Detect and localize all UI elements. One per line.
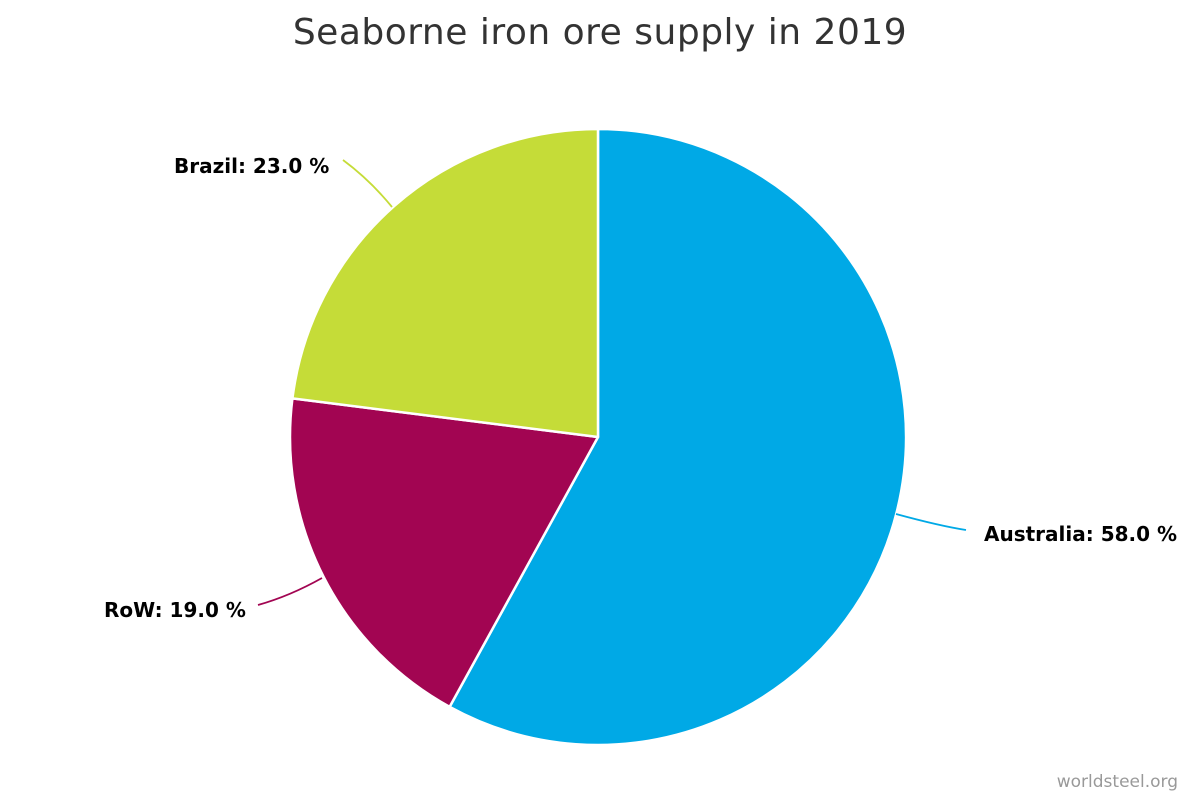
label-connectors bbox=[257, 159, 967, 606]
slice-label-australia: Australia: 58.0 % bbox=[984, 522, 1177, 546]
slice-labels: Australia: 58.0 % RoW: 19.0 % Brazil: 23.0… bbox=[104, 154, 1177, 622]
source-credit: worldsteel.org bbox=[1056, 772, 1178, 792]
pie-slices bbox=[288, 127, 908, 747]
connector-australia bbox=[895, 513, 967, 531]
connector-brazil bbox=[342, 159, 393, 208]
connector-row bbox=[257, 577, 323, 606]
chart-title: Seaborne iron ore supply in 2019 bbox=[292, 12, 908, 53]
slice-label-brazil: Brazil: 23.0 % bbox=[174, 154, 329, 178]
pie-slice-brazil[interactable] bbox=[291, 127, 600, 439]
slice-label-row: RoW: 19.0 % bbox=[104, 598, 246, 622]
pie-slice-row[interactable] bbox=[288, 397, 600, 709]
